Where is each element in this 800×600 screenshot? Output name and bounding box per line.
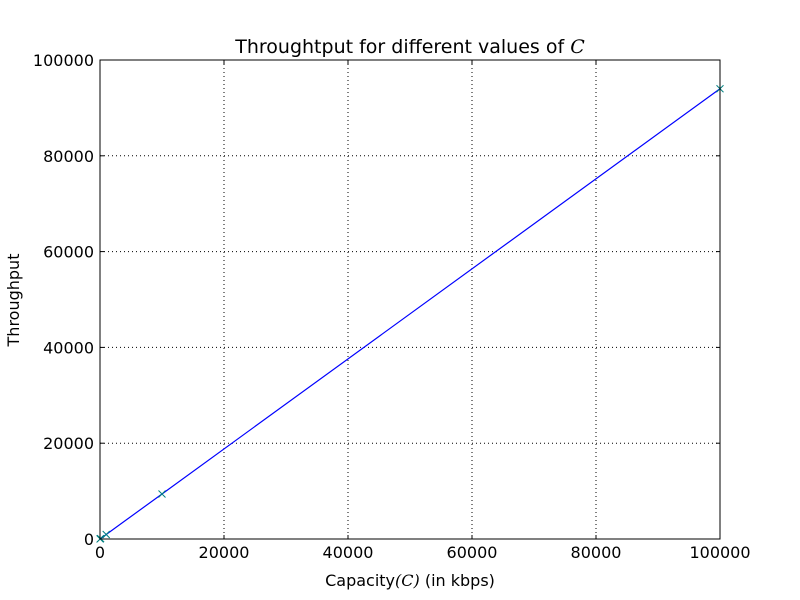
x-tick-label: 100000 (689, 543, 750, 562)
grid (100, 60, 720, 539)
plot-frame (99, 59, 721, 540)
x-tick-label: 20000 (199, 543, 250, 562)
y-tick-label: 80000 (43, 147, 94, 166)
y-tick-label: 100000 (33, 51, 94, 70)
data-point-marker (158, 490, 166, 498)
x-tick-label: 80000 (571, 543, 622, 562)
x-tick-label: 0 (95, 543, 105, 562)
y-tick-label: 20000 (43, 434, 94, 453)
y-tick-label: 0 (84, 530, 94, 549)
x-tick-label: 40000 (323, 543, 374, 562)
x-axis-label: Capacity(C) (in kbps) (325, 571, 495, 590)
data-point-marker (102, 530, 111, 539)
chart-title: Throughtput for different values of C (234, 36, 585, 58)
x-tick-label: 60000 (447, 543, 498, 562)
y-tick-label: 60000 (43, 243, 94, 262)
y-tick-label: 40000 (43, 338, 94, 357)
y-axis-label: Throughput (4, 254, 23, 348)
x-axis: 0 20000 40000 60000 80000 100000 (95, 60, 751, 562)
y-axis: 0 20000 40000 60000 80000 100000 (33, 51, 720, 549)
